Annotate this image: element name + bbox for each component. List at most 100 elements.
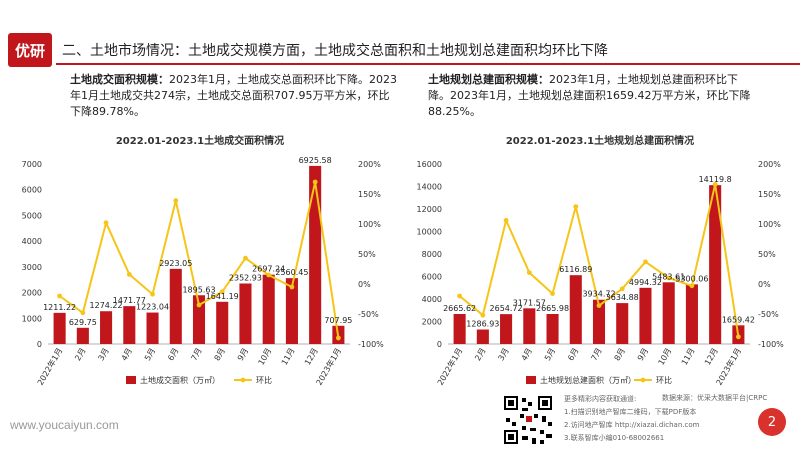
- legend-swatch-bar: [526, 376, 536, 384]
- y2-tick-label: -100%: [758, 340, 784, 349]
- line-point: [57, 293, 63, 299]
- y2-tick-label: -50%: [358, 310, 379, 319]
- left-description-text: 2023年1月，土地成交总面积环比下降。2023年1月土地成交共274宗，土地成…: [70, 73, 397, 118]
- bar: [709, 185, 722, 344]
- y2-tick-label: 200%: [758, 160, 781, 169]
- bar: [285, 278, 298, 344]
- line-point: [126, 272, 132, 277]
- page-title: 二、土地市场情况：土地成交规模方面，土地成交总面积和土地规划总建面积均环比下降: [62, 43, 608, 59]
- x-tick-label: 10月: [657, 347, 674, 367]
- y-tick-label: 6000: [22, 186, 42, 195]
- y-tick-label: 14000: [417, 183, 442, 192]
- line-point: [266, 272, 272, 278]
- bar: [639, 287, 652, 344]
- data-label: 2560.45: [275, 268, 308, 277]
- legend-label: 环比: [656, 375, 672, 385]
- line-point: [643, 259, 648, 265]
- footer-url[interactable]: www.youcaiyun.com: [10, 418, 119, 432]
- y-tick-label: 0: [437, 340, 442, 349]
- line-point: [173, 198, 179, 203]
- qr-code[interactable]: [502, 394, 554, 446]
- data-label: 3934.72: [582, 290, 615, 299]
- line-point: [735, 334, 741, 340]
- line-point: [573, 204, 579, 209]
- x-tick-label: 5月: [543, 347, 557, 363]
- line-point: [196, 302, 202, 308]
- right-description: 土地规划总建面积规模：2023年1月，土地规划总建面积环比下降。2023年1月，…: [428, 72, 758, 120]
- line-point: [335, 335, 341, 341]
- line-point: [243, 255, 248, 261]
- data-label: 1286.93: [466, 320, 499, 329]
- data-label: 1274.22: [90, 301, 123, 310]
- bar: [500, 314, 513, 344]
- line-point: [503, 218, 509, 223]
- bar: [685, 284, 698, 344]
- y-tick-label: 16000: [417, 160, 442, 169]
- x-tick-label: 9月: [236, 347, 250, 363]
- bar: [569, 275, 582, 344]
- more-channels: 更多精彩内容获取通道: 1.扫描识别地产智库二维码，下载PDF版本 2.访问地产…: [564, 393, 699, 445]
- x-tick-label: 12月: [303, 347, 320, 367]
- y2-tick-label: 50%: [758, 250, 776, 259]
- channel-item[interactable]: 2.访问地产智库 http://xiazai.dichan.com: [564, 421, 700, 429]
- bar: [76, 327, 89, 344]
- x-tick-label: 3月: [96, 347, 110, 363]
- y-tick-label: 8000: [422, 250, 442, 259]
- bar: [169, 268, 182, 344]
- data-label: 1659.42: [722, 315, 755, 324]
- line-point: [312, 179, 318, 185]
- data-label: 5300.06: [675, 274, 708, 283]
- line-point: [219, 289, 225, 295]
- legend-swatch-bar: [126, 376, 136, 384]
- x-tick-label: 8月: [613, 347, 627, 363]
- data-label: 6116.89: [559, 265, 592, 274]
- legend-label: 土地成交面积（万㎡）: [140, 375, 220, 385]
- y-tick-label: 4000: [22, 237, 42, 246]
- right-description-label: 土地规划总建面积规模：: [428, 73, 549, 86]
- bar: [239, 283, 252, 344]
- bar: [592, 299, 606, 344]
- y-tick-label: 1000: [22, 314, 42, 323]
- title-underline: [56, 63, 800, 65]
- x-tick-label: 7月: [189, 347, 203, 363]
- bar: [616, 303, 629, 344]
- x-tick-label: 11月: [280, 347, 297, 367]
- brand-logo: 优研: [8, 33, 52, 67]
- line-point: [289, 284, 295, 290]
- bar: [546, 314, 559, 344]
- y-tick-label: 2000: [22, 289, 42, 298]
- data-label: 3634.88: [606, 293, 639, 302]
- page-number: 2: [758, 408, 786, 436]
- line-point: [457, 293, 463, 299]
- data-label: 2352.93: [229, 273, 262, 282]
- data-label: 6925.58: [299, 156, 332, 165]
- y-tick-label: 4000: [422, 295, 442, 304]
- x-tick-label: 2月: [73, 347, 87, 363]
- line-point: [619, 286, 625, 292]
- legend-label: 环比: [256, 375, 272, 385]
- data-label: 1895.63: [182, 285, 215, 294]
- bar: [192, 295, 206, 344]
- more-channels-title: 更多精彩内容获取通道:: [564, 395, 637, 403]
- line-point: [480, 312, 486, 318]
- y2-tick-label: 100%: [758, 220, 781, 229]
- bar: [216, 301, 229, 344]
- legend-label: 土地规划总建面积（万㎡）: [540, 375, 636, 385]
- line-point: [103, 220, 109, 226]
- x-tick-label: 2月: [473, 347, 487, 363]
- line-point: [596, 303, 602, 308]
- y2-tick-label: 150%: [358, 190, 381, 199]
- bar: [100, 311, 113, 344]
- x-tick-label: 6月: [166, 347, 180, 363]
- y2-tick-label: 0%: [758, 280, 771, 289]
- legend-swatch-point: [240, 377, 246, 383]
- data-label: 2665.98: [536, 304, 569, 313]
- data-label: 707.95: [324, 316, 352, 325]
- legend-swatch-point: [640, 377, 646, 383]
- y2-tick-label: 100%: [358, 220, 381, 229]
- data-label: 1211.22: [43, 303, 76, 312]
- x-tick-label: 6月: [566, 347, 580, 363]
- data-source: 数据来源：优采大数据平台|CRPC: [662, 394, 768, 402]
- channel-item: 3.联系智库小编010-68002661: [564, 434, 665, 442]
- y2-tick-label: 0%: [358, 280, 371, 289]
